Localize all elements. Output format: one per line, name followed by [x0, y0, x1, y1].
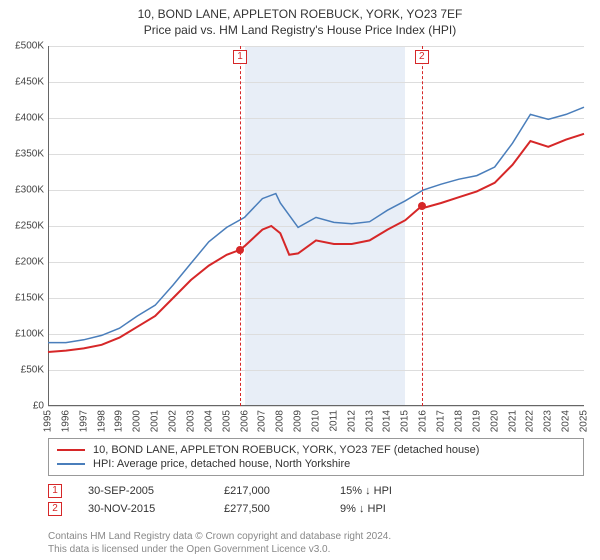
series-property [48, 134, 584, 352]
y-tick-label: £300K [15, 185, 44, 196]
event-point-dot [236, 246, 244, 254]
x-tick-label: 2005 [221, 410, 232, 432]
y-tick-label: £250K [15, 221, 44, 232]
event-marker: 2 [415, 50, 429, 64]
line-svg [48, 46, 584, 406]
event-row-1: 1 30-SEP-2005 £217,000 15% ↓ HPI [48, 482, 584, 500]
y-tick-label: £50K [21, 365, 44, 376]
series-hpi [48, 107, 584, 342]
footer-line2: This data is licensed under the Open Gov… [48, 543, 391, 556]
legend-label-hpi: HPI: Average price, detached house, Nort… [93, 458, 350, 470]
x-tick-label: 2012 [346, 410, 357, 432]
x-tick-label: 1999 [114, 410, 125, 432]
event-line [240, 46, 241, 406]
footer-line1: Contains HM Land Registry data © Crown c… [48, 530, 391, 543]
x-tick-label: 2009 [293, 410, 304, 432]
plot-region: 12 [48, 46, 584, 406]
x-tick-label: 2024 [561, 410, 572, 432]
x-tick-label: 2023 [543, 410, 554, 432]
chart-title-line1: 10, BOND LANE, APPLETON ROEBUCK, YORK, Y… [0, 6, 600, 22]
x-tick-label: 2002 [168, 410, 179, 432]
event-point-dot [418, 202, 426, 210]
footer: Contains HM Land Registry data © Crown c… [48, 530, 391, 556]
event-delta-2: 9% ↓ HPI [340, 503, 386, 515]
x-tick-label: 2006 [239, 410, 250, 432]
x-tick-label: 2019 [471, 410, 482, 432]
x-tick-label: 2003 [185, 410, 196, 432]
events-table: 1 30-SEP-2005 £217,000 15% ↓ HPI 2 30-NO… [48, 482, 584, 518]
event-marker: 1 [233, 50, 247, 64]
x-tick-label: 2011 [328, 410, 339, 432]
x-tick-label: 2018 [453, 410, 464, 432]
event-price-2: £277,500 [224, 503, 314, 515]
chart-title-line2: Price paid vs. HM Land Registry's House … [0, 22, 600, 38]
legend: 10, BOND LANE, APPLETON ROEBUCK, YORK, Y… [48, 438, 584, 476]
x-tick-label: 2020 [489, 410, 500, 432]
chart-title-block: 10, BOND LANE, APPLETON ROEBUCK, YORK, Y… [0, 0, 600, 38]
x-tick-label: 2001 [150, 410, 161, 432]
event-date-1: 30-SEP-2005 [88, 485, 198, 497]
legend-row-property: 10, BOND LANE, APPLETON ROEBUCK, YORK, Y… [57, 443, 575, 457]
y-tick-label: £150K [15, 293, 44, 304]
y-tick-label: £350K [15, 149, 44, 160]
legend-swatch-property [57, 449, 85, 451]
x-tick-label: 2021 [507, 410, 518, 432]
x-tick-label: 2015 [400, 410, 411, 432]
x-tick-label: 2013 [364, 410, 375, 432]
x-tick-label: 1995 [43, 410, 54, 432]
x-tick-label: 2022 [525, 410, 536, 432]
x-tick-label: 2004 [203, 410, 214, 432]
grid-line [48, 406, 584, 407]
x-tick-label: 2016 [418, 410, 429, 432]
y-tick-label: £100K [15, 329, 44, 340]
y-tick-label: £500K [15, 41, 44, 52]
event-row-2: 2 30-NOV-2015 £277,500 9% ↓ HPI [48, 500, 584, 518]
y-tick-label: £450K [15, 77, 44, 88]
event-marker-2: 2 [48, 502, 62, 516]
x-tick-label: 2000 [132, 410, 143, 432]
x-tick-label: 2014 [382, 410, 393, 432]
event-marker-1: 1 [48, 484, 62, 498]
event-line [422, 46, 423, 406]
y-tick-label: £400K [15, 113, 44, 124]
legend-label-property: 10, BOND LANE, APPLETON ROEBUCK, YORK, Y… [93, 444, 479, 456]
event-date-2: 30-NOV-2015 [88, 503, 198, 515]
legend-swatch-hpi [57, 463, 85, 465]
event-delta-1: 15% ↓ HPI [340, 485, 392, 497]
x-tick-label: 2025 [579, 410, 590, 432]
x-tick-label: 1998 [96, 410, 107, 432]
x-tick-label: 2008 [275, 410, 286, 432]
x-tick-label: 1997 [78, 410, 89, 432]
event-price-1: £217,000 [224, 485, 314, 497]
x-tick-label: 1996 [60, 410, 71, 432]
x-tick-label: 2017 [436, 410, 447, 432]
y-tick-label: £200K [15, 257, 44, 268]
legend-row-hpi: HPI: Average price, detached house, Nort… [57, 457, 575, 471]
x-tick-label: 2010 [311, 410, 322, 432]
chart-area: 12 £0£50K£100K£150K£200K£250K£300K£350K£… [48, 46, 584, 406]
x-tick-label: 2007 [257, 410, 268, 432]
